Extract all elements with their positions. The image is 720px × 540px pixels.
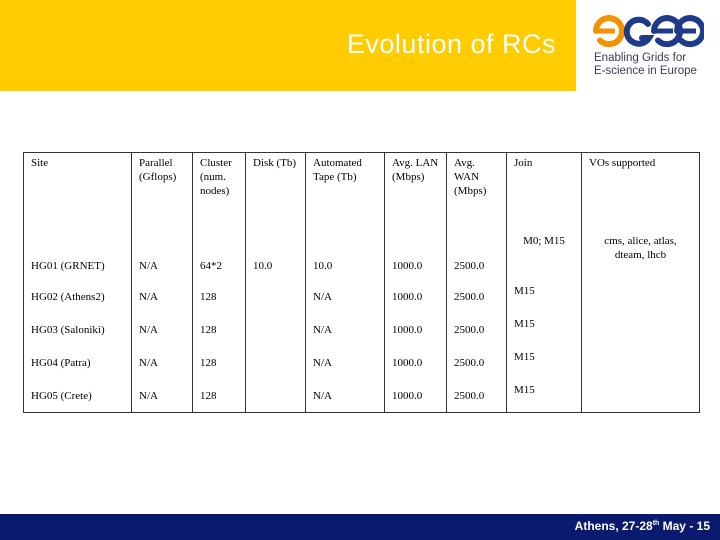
cell-tape: N/A [305, 379, 385, 413]
cell-parallel: N/A [131, 230, 193, 281]
cell-vos [581, 313, 700, 347]
cell-parallel: N/A [131, 280, 193, 314]
table-row: HG03 (Saloniki) N/A 128 N/A 1000.0 2500.… [24, 313, 700, 347]
cell-site: HG05 (Crete) [31, 389, 92, 402]
cell-join: M15 [506, 379, 582, 413]
cell-join: M0; M15 [506, 230, 582, 281]
cell-cluster: 128 [192, 280, 246, 314]
page-number: - 15 [685, 519, 710, 533]
cell-parallel: N/A [131, 346, 193, 380]
footer-text: Athens, 27-28th May - 15 [575, 519, 710, 533]
cell-join: M15 [506, 313, 582, 347]
cell-join: M15 [506, 346, 582, 380]
cell-vos: cms, alice, atlas, dteam, lhcb [581, 230, 700, 281]
cell-site: HG01 (GRNET) [31, 259, 105, 272]
cell-tape: 10.0 [305, 230, 385, 281]
cell-disk: 10.0 [245, 230, 306, 281]
cell-parallel: N/A [131, 379, 193, 413]
cell-disk [245, 346, 306, 380]
col-header-vos: VOs supported [581, 152, 700, 231]
col-header-lan: Avg. LAN (Mbps) [384, 152, 447, 231]
col-header-disk: Disk (Tb) [245, 152, 306, 231]
slide-title: Evolution of RCs [346, 29, 556, 59]
cell-wan: 2500.0 [446, 346, 507, 380]
col-header-site: Site [31, 157, 49, 169]
col-header-tape: Automated Tape (Tb) [305, 152, 385, 231]
cell-lan: 1000.0 [384, 313, 447, 347]
cell-vos [581, 346, 700, 380]
cell-lan: 1000.0 [384, 346, 447, 380]
table-row: HG05 (Crete) N/A 128 N/A 1000.0 2500.0 M… [24, 379, 700, 413]
col-header-wan: Avg. WAN (Mbps) [446, 152, 507, 231]
table-header-row: Site Parallel (Gflops) Cluster (num. nod… [24, 152, 700, 231]
cell-cluster: 64*2 [192, 230, 246, 281]
col-header-cluster: Cluster (num. nodes) [192, 152, 246, 231]
logo-tagline-line2: E-science in Europe [594, 65, 697, 77]
cell-site: HG04 (Patra) [31, 357, 91, 369]
egee-logo-letters [593, 15, 704, 48]
egee-logo [593, 15, 704, 48]
table-row: HG04 (Patra) N/A 128 N/A 1000.0 2500.0 M… [24, 346, 700, 380]
cell-parallel: N/A [131, 313, 193, 347]
cell-tape: N/A [305, 346, 385, 380]
footer-location: Athens, 27-28 [574, 519, 653, 533]
cell-disk [245, 379, 306, 413]
cell-lan: 1000.0 [384, 379, 447, 413]
cell-cluster: 128 [192, 346, 246, 380]
col-header-parallel: Parallel (Gflops) [131, 152, 193, 231]
cell-vos [581, 280, 700, 314]
cell-vos [581, 379, 700, 413]
cell-wan: 2500.0 [446, 280, 507, 314]
cell-tape: N/A [305, 313, 385, 347]
footer-month: May [659, 519, 686, 533]
resource-centres-table: Site Parallel (Gflops) Cluster (num. nod… [23, 152, 700, 413]
footer-bar: Athens, 27-28th May - 15 [0, 514, 720, 540]
cell-cluster: 128 [192, 379, 246, 413]
footer-superscript: th [652, 520, 660, 527]
cell-lan: 1000.0 [384, 230, 447, 281]
cell-cluster: 128 [192, 313, 246, 347]
cell-disk [245, 280, 306, 314]
col-header-join: Join [506, 152, 582, 231]
cell-join: M15 [506, 280, 582, 314]
cell-tape: N/A [305, 280, 385, 314]
cell-wan: 2500.0 [446, 313, 507, 347]
cell-disk [245, 313, 306, 347]
header-band [0, 0, 576, 91]
cell-lan: 1000.0 [384, 280, 447, 314]
logo-tagline-line1: Enabling Grids for [594, 52, 687, 64]
cell-site: HG03 (Saloniki) [31, 324, 105, 336]
cell-site: HG02 (Athens2) [31, 291, 105, 303]
logo-tagline: Enabling Grids for E-science in Europe [594, 52, 714, 78]
table-row: HG01 (GRNET) N/A 64*2 10.0 10.0 1000.0 2… [24, 230, 700, 281]
cell-wan: 2500.0 [446, 230, 507, 281]
table-row: HG02 (Athens2) N/A 128 N/A 1000.0 2500.0… [24, 280, 700, 314]
cell-wan: 2500.0 [446, 379, 507, 413]
